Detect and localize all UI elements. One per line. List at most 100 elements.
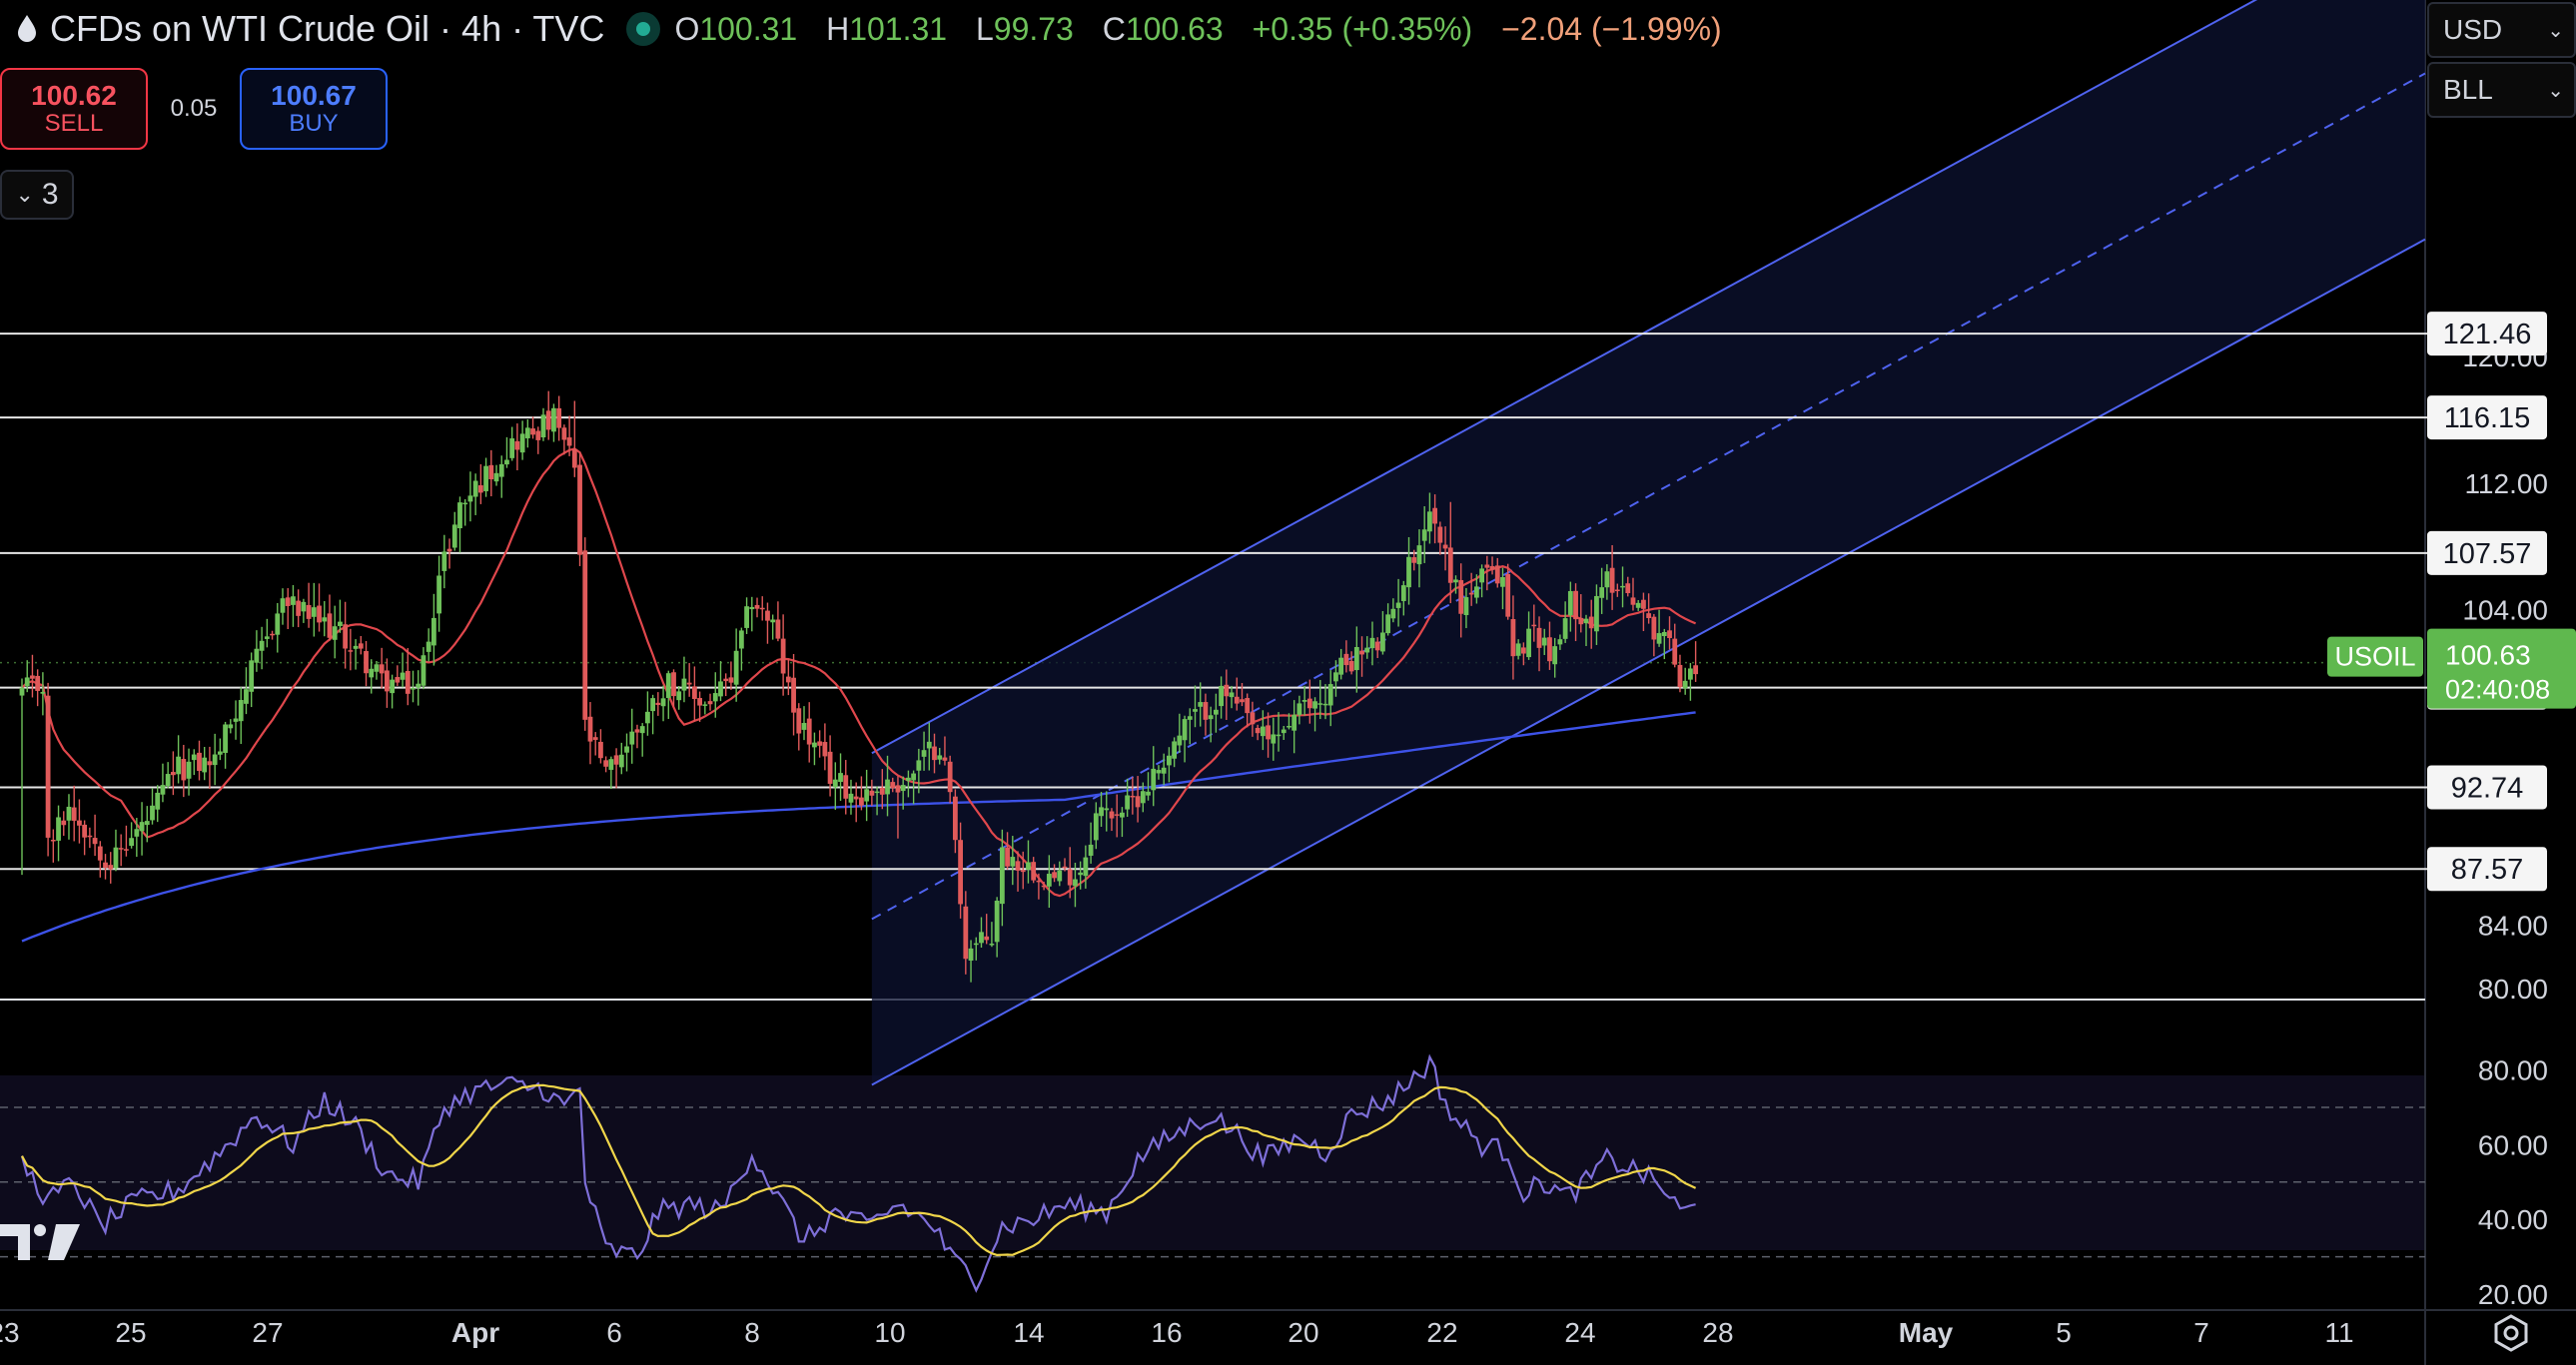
candle-body	[1416, 545, 1422, 565]
candle-body	[296, 600, 302, 616]
candle-body	[1588, 616, 1594, 629]
symbol-title[interactable]: CFDs on WTI Crude Oil · 4h · TVC	[50, 8, 605, 49]
candle-body	[327, 613, 333, 638]
candle-body	[1364, 647, 1370, 653]
time-axis-label: Apr	[451, 1317, 499, 1348]
candle-body	[718, 681, 723, 697]
candle-body	[937, 755, 943, 760]
candle-body	[1406, 556, 1411, 588]
candle-body	[483, 465, 488, 491]
candle-body	[906, 777, 911, 781]
candle-body	[150, 805, 155, 821]
candle-body	[1067, 869, 1073, 886]
candle-body	[30, 675, 35, 679]
candle-body	[19, 687, 25, 696]
candle-body	[676, 691, 682, 701]
candle-body	[1073, 879, 1078, 887]
candle-body	[571, 448, 577, 468]
rsi-pane: 80.00 60.00 40.00 20.00	[0, 1053, 2548, 1310]
candle-body	[1458, 579, 1464, 614]
candle-body	[587, 716, 593, 742]
candle-body	[1646, 613, 1652, 619]
currency-select[interactable]: USD ⌄	[2427, 2, 2576, 58]
candle-body	[385, 670, 390, 692]
candle-body	[165, 774, 171, 786]
candle-body	[1219, 685, 1224, 707]
candle-body	[40, 691, 46, 694]
symbol-tag	[2327, 636, 2423, 677]
candle-body	[874, 791, 880, 794]
rsi-axis-label: 60.00	[2478, 1129, 2548, 1160]
candle-body	[968, 948, 974, 961]
candle-body	[1276, 734, 1282, 737]
candle-body	[1369, 637, 1375, 649]
candle-body	[228, 724, 234, 729]
tradingview-logo-icon[interactable]	[0, 1220, 82, 1264]
candle-body	[1427, 511, 1432, 532]
price-axis-label: 84.00	[2478, 911, 2548, 942]
candle-body	[1630, 597, 1636, 605]
settings-gear-icon[interactable]	[2491, 1313, 2531, 1353]
level-tag	[2427, 530, 2547, 575]
candle-body	[155, 792, 161, 810]
candle-body	[895, 785, 901, 793]
candle-body	[477, 484, 483, 493]
candle-body	[129, 838, 135, 847]
candle-body	[1447, 547, 1453, 583]
candle-body	[822, 742, 828, 757]
candle-body	[759, 607, 765, 610]
unit-select[interactable]: BLL ⌄	[2427, 62, 2576, 118]
candle-body	[1046, 874, 1052, 887]
candle-body	[1260, 726, 1266, 737]
candle-body	[686, 682, 692, 685]
candle-body	[108, 865, 114, 870]
symbol-tag-label: USOIL	[2334, 642, 2415, 672]
candle-body	[1489, 565, 1495, 570]
candle-body	[827, 751, 833, 784]
candle-body	[1484, 564, 1490, 568]
sell-button[interactable]: 100.62 SELL	[0, 68, 148, 150]
rsi-axis-label: 80.00	[2478, 1055, 2548, 1086]
candle-body	[1510, 618, 1516, 657]
candle-body	[859, 797, 864, 806]
candle-body	[775, 619, 781, 639]
candle-body	[1078, 872, 1084, 876]
candle-body	[1385, 614, 1391, 634]
indicators-toggle-button[interactable]: ⌄ 3	[0, 170, 74, 220]
candle-body	[989, 944, 995, 946]
candle-body	[1301, 700, 1307, 702]
candle-body	[702, 704, 708, 706]
candle-body	[1353, 647, 1359, 671]
buy-button[interactable]: 100.67 BUY	[240, 68, 388, 150]
candle-body	[655, 702, 661, 705]
candle-body	[963, 906, 969, 960]
rsi-ma-line	[21, 1083, 1697, 1257]
candle-body	[1146, 791, 1151, 796]
trade-panel: 100.62 SELL 0.05 100.67 BUY	[0, 68, 388, 150]
candle-body	[691, 686, 697, 699]
candle-body	[87, 835, 93, 838]
candle-body	[322, 617, 328, 622]
candle-body	[582, 550, 588, 720]
time-axis-label: 5	[2056, 1317, 2072, 1348]
candle-body	[1322, 703, 1328, 706]
candle-body	[1167, 755, 1172, 766]
candle-body	[1562, 618, 1568, 639]
candle-body	[1620, 585, 1625, 588]
candle-body	[613, 755, 619, 765]
candle-body	[223, 724, 228, 753]
candle-body	[1359, 650, 1364, 655]
candle-body	[796, 708, 802, 734]
price-axis-label: 80.00	[2478, 974, 2548, 1005]
candle-body	[911, 773, 917, 781]
candle-body	[446, 548, 452, 552]
candle-body	[535, 430, 541, 440]
time-axis-label: 20	[1288, 1317, 1318, 1348]
low-value: 99.73	[993, 10, 1074, 47]
candle-body	[1327, 684, 1333, 706]
candle-body	[864, 789, 870, 802]
candle-body	[1651, 616, 1657, 640]
candle-body	[160, 785, 166, 795]
candle-body	[509, 438, 515, 458]
